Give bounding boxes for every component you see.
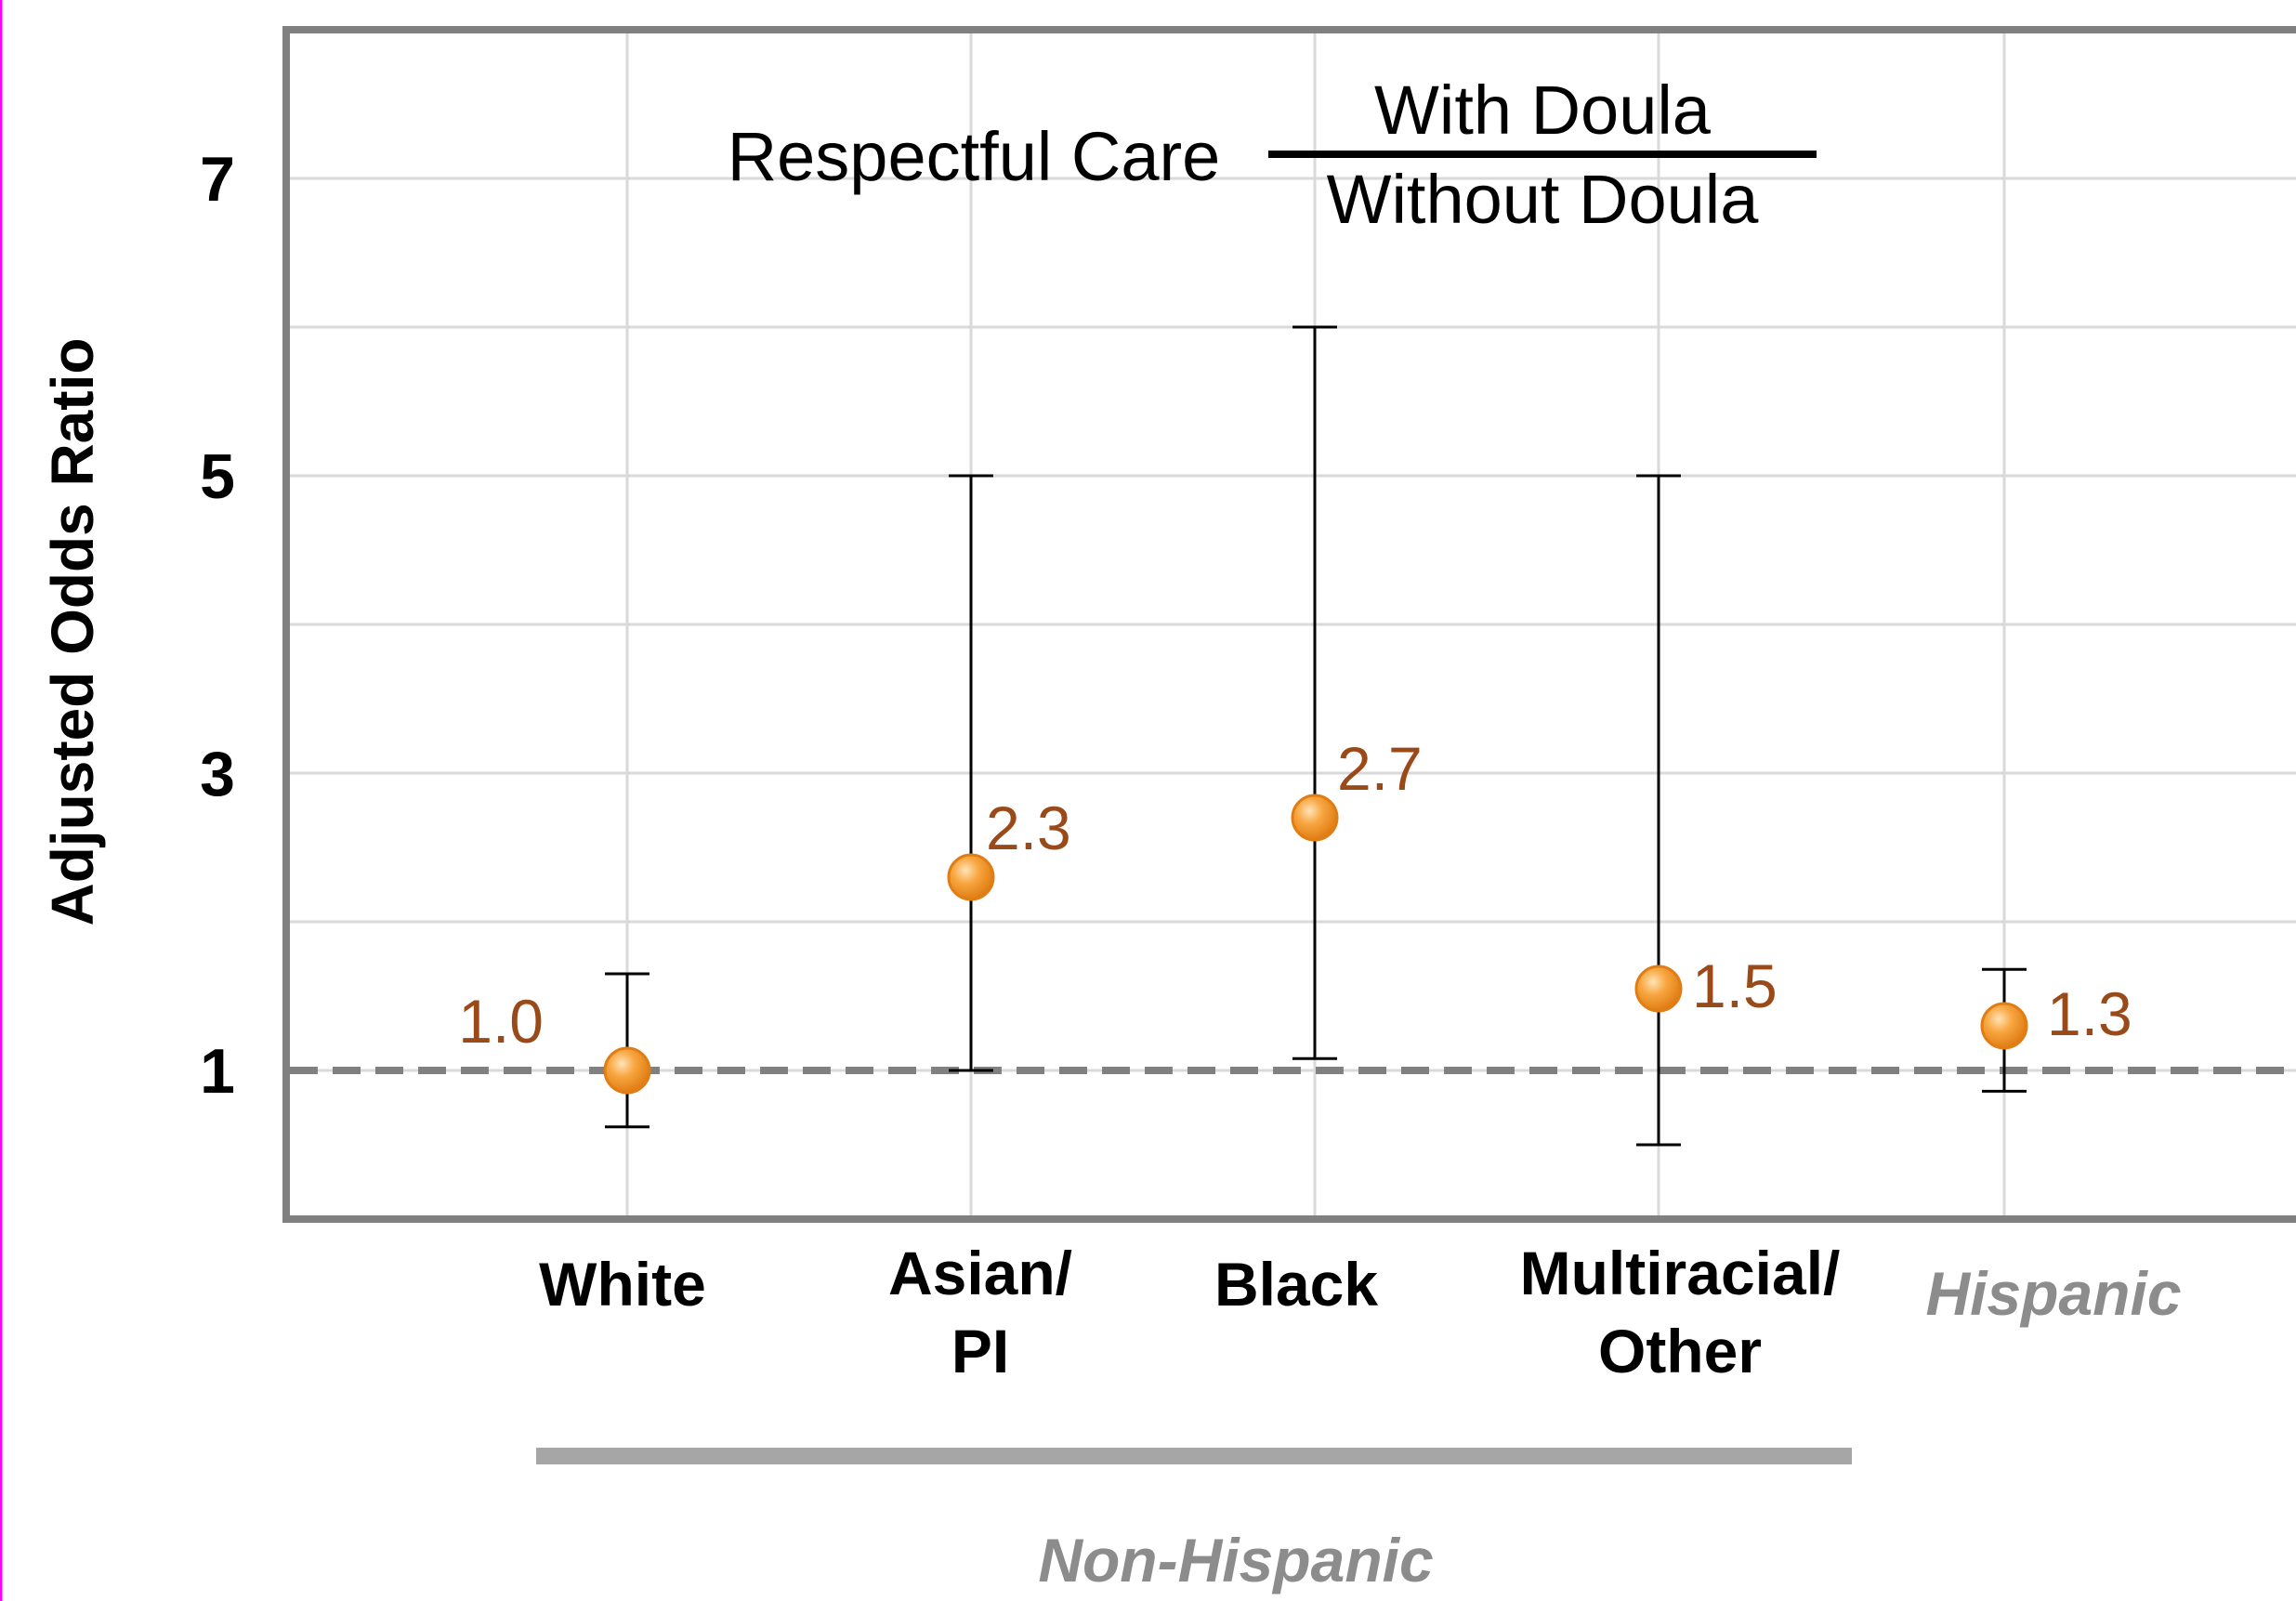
error-bars [605,325,2027,1147]
data-point [1291,794,1339,842]
y-tick-label: 5 [200,441,235,512]
data-label: 2.3 [986,794,1071,862]
error-bar [949,474,993,1072]
data-point [1980,1002,2028,1050]
data-label: 1.5 [1692,951,1778,1020]
plot-frame [282,26,2296,1223]
title-numerator: With Doula [1374,72,1712,149]
data-labels: 1.0 2.3 2.7 1.5 1.3 [458,734,2132,1056]
title-prefix: Respectful Care [728,118,1221,195]
y-axis-label: Adjusted Odds Ratio [39,338,106,926]
group-label-non-hispanic: Non-Hispanic [1038,1526,1433,1594]
y-tick-label: 3 [200,739,235,809]
data-label: 1.0 [458,987,544,1056]
y-axis-ticks: 1 3 5 7 [200,144,235,1107]
category-label: Multiracial/ [1520,1239,1841,1307]
data-point [1634,965,1683,1013]
category-label: PI [951,1317,1009,1385]
data-points [603,794,2028,1095]
category-label: Asian/ [888,1239,1072,1307]
y-tick-label: 1 [200,1036,235,1107]
error-bar [1292,325,1337,1060]
data-label: 1.3 [2047,979,2132,1048]
category-label: Black [1214,1250,1378,1319]
category-label: White [539,1250,706,1319]
error-bar [1636,474,1681,1147]
title-denominator: Without Doula [1327,161,1760,238]
y-tick-label: 7 [200,144,235,215]
category-label: Other [1598,1317,1762,1385]
chart-title: Respectful Care With Doula Without Doula [728,72,1817,238]
category-labels: White Asian/PI Black Multiracial/Other Hispa… [539,1239,2181,1385]
frame-outline [282,26,2296,1223]
data-point [603,1046,651,1095]
data-label: 2.7 [1337,734,1423,803]
data-point [947,853,995,901]
category-label: Hispanic [1925,1259,2181,1328]
